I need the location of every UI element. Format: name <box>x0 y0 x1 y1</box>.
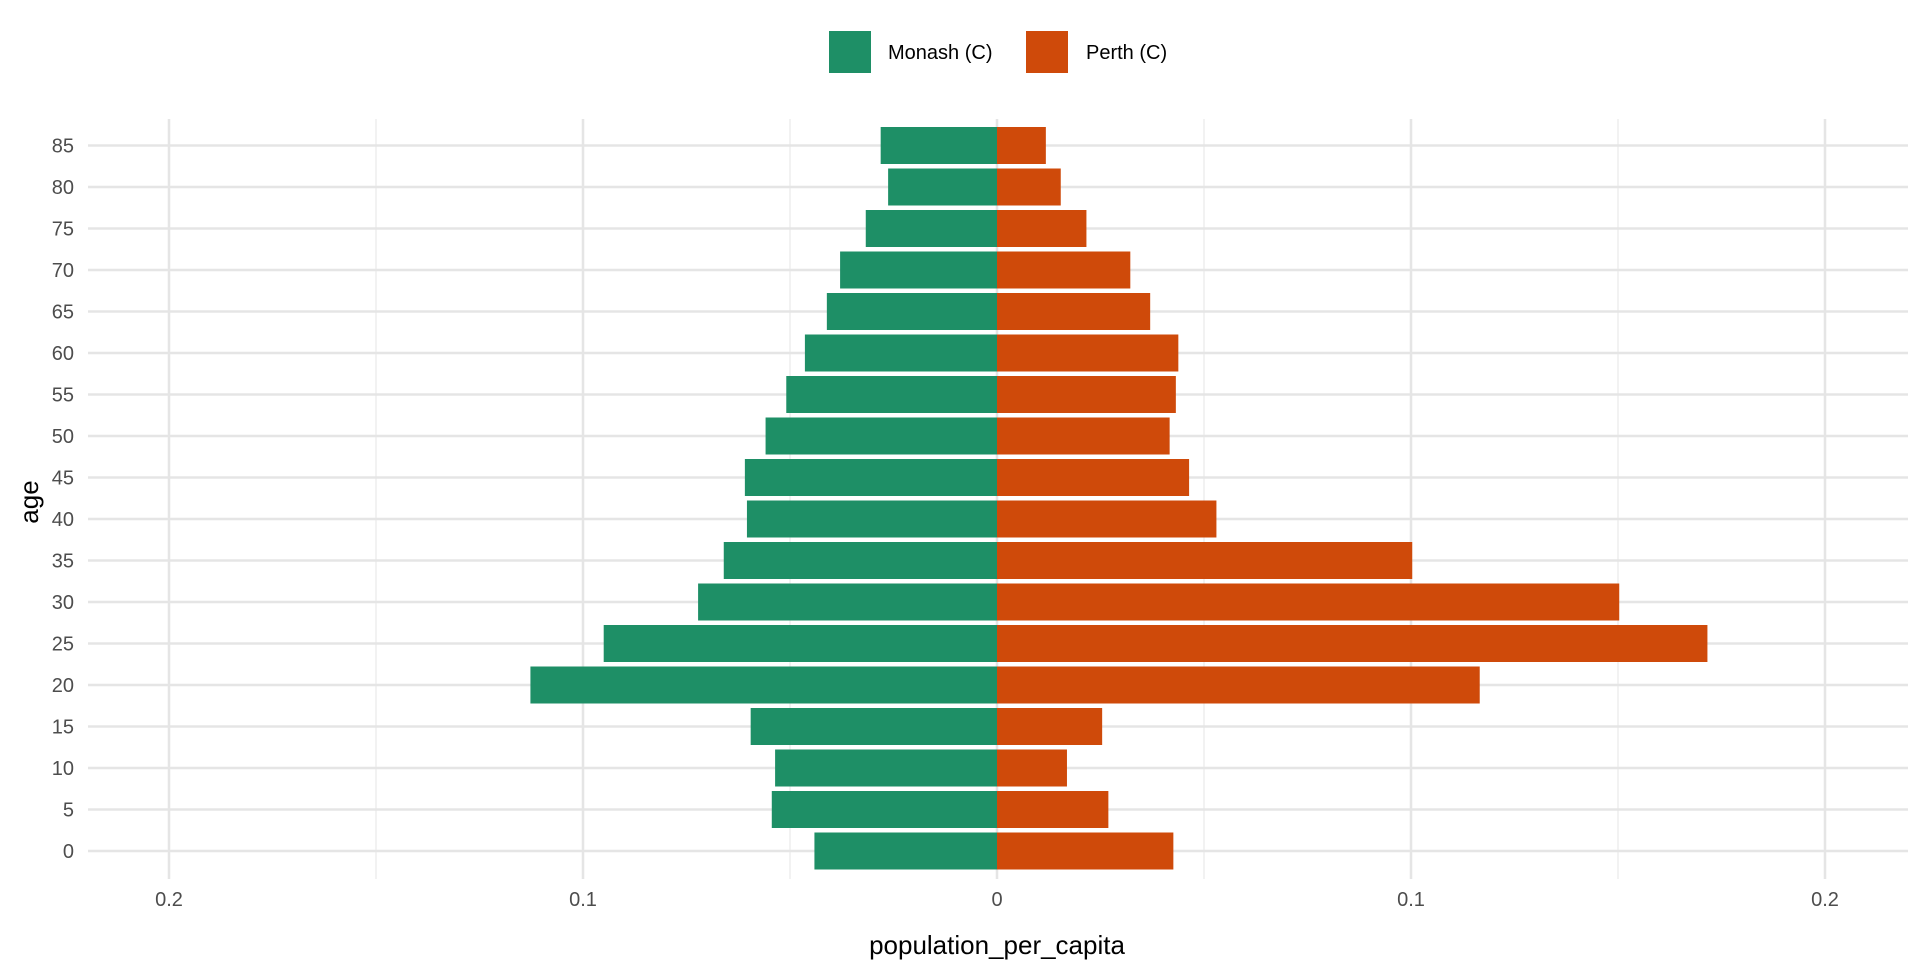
bar-perth-age-65 <box>997 293 1151 330</box>
y-tick-label: 70 <box>52 260 74 282</box>
x-tick-label: 0.2 <box>155 889 183 911</box>
bar-perth-age-80 <box>997 168 1061 206</box>
y-tick-label: 40 <box>52 509 74 531</box>
bar-monash-age-80 <box>888 168 997 206</box>
bar-perth-age-5 <box>997 791 1109 828</box>
bar-monash-age-85 <box>880 127 997 164</box>
y-axis-title: age <box>14 480 44 523</box>
bar-perth-age-10 <box>997 749 1067 787</box>
bar-monash-age-10 <box>775 749 997 787</box>
y-tick-label: 15 <box>52 717 74 739</box>
y-tick-label: 80 <box>52 177 74 199</box>
x-axis-ticks: 0.2 0.1 0 0.1 0.2 <box>155 889 1839 911</box>
bar-perth-age-20 <box>997 666 1480 704</box>
bar-perth-age-50 <box>997 417 1170 455</box>
y-tick-label: 85 <box>52 136 74 158</box>
y-tick-label: 65 <box>52 302 74 324</box>
y-axis-ticks: 0 5 10 15 20 25 30 35 40 45 50 55 60 65 70 75 80 85 <box>52 136 74 864</box>
bar-monash-age-25 <box>603 625 997 662</box>
y-tick-label: 0 <box>63 841 74 863</box>
x-tick-label: 0.1 <box>1397 889 1425 911</box>
bar-perth-age-40 <box>997 500 1217 538</box>
bars <box>530 127 1708 870</box>
x-tick-label: 0.1 <box>569 889 597 911</box>
y-tick-label: 20 <box>52 675 74 697</box>
bar-perth-age-30 <box>997 583 1620 621</box>
bar-perth-age-0 <box>997 832 1174 870</box>
bar-monash-age-5 <box>771 791 997 828</box>
bar-perth-age-15 <box>997 708 1103 745</box>
bar-monash-age-0 <box>814 832 997 870</box>
legend-swatch-monash <box>829 31 871 73</box>
y-tick-label: 5 <box>63 800 74 822</box>
x-tick-label: 0 <box>991 889 1002 911</box>
bar-monash-age-40 <box>746 500 997 538</box>
bar-perth-age-75 <box>997 210 1087 247</box>
bar-monash-age-30 <box>698 583 997 621</box>
y-tick-label: 55 <box>52 385 74 407</box>
bar-monash-age-35 <box>723 542 997 579</box>
y-tick-label: 75 <box>52 219 74 241</box>
bar-perth-age-85 <box>997 127 1046 164</box>
bar-monash-age-75 <box>865 210 997 247</box>
y-tick-label: 50 <box>52 426 74 448</box>
bar-perth-age-70 <box>997 251 1131 289</box>
x-tick-label: 0.2 <box>1811 889 1839 911</box>
bar-perth-age-35 <box>997 542 1413 579</box>
bar-monash-age-60 <box>804 334 997 372</box>
y-tick-label: 35 <box>52 551 74 573</box>
bar-monash-age-15 <box>750 708 997 745</box>
bar-monash-age-65 <box>826 293 997 330</box>
y-tick-label: 25 <box>52 634 74 656</box>
bar-monash-age-70 <box>840 251 997 289</box>
bar-monash-age-50 <box>765 417 997 455</box>
bar-monash-age-45 <box>744 459 997 496</box>
bar-perth-age-60 <box>997 334 1179 372</box>
legend-label-monash: Monash (C) <box>888 42 992 64</box>
legend: Monash (C) Perth (C) <box>829 31 1167 73</box>
y-tick-label: 10 <box>52 758 74 780</box>
y-tick-label: 60 <box>52 343 74 365</box>
y-tick-label: 30 <box>52 592 74 614</box>
bar-perth-age-25 <box>997 625 1708 662</box>
y-tick-label: 45 <box>52 468 74 490</box>
bar-monash-age-55 <box>786 376 997 413</box>
bar-perth-age-55 <box>997 376 1176 413</box>
legend-swatch-perth <box>1026 31 1068 73</box>
bar-perth-age-45 <box>997 459 1190 496</box>
x-axis-title: population_per_capita <box>869 930 1125 960</box>
legend-label-perth: Perth (C) <box>1086 42 1167 64</box>
bar-monash-age-20 <box>530 666 997 704</box>
